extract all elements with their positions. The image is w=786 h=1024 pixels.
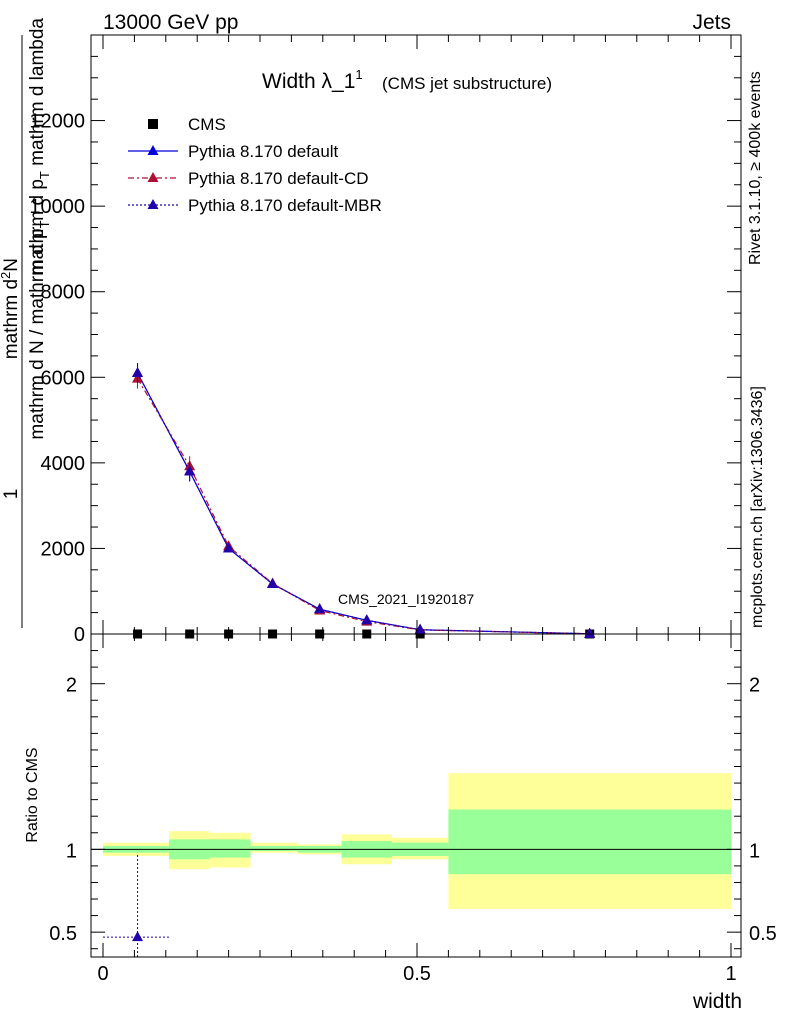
- ratio-y-tick-label-right: 2: [749, 675, 760, 697]
- y-label-prefix-den: mathrm d N / mathrm d pT: [27, 220, 52, 439]
- series-pythia-8-170-default-mbr: [132, 363, 596, 638]
- main-plot-marks: [132, 363, 596, 639]
- analysis-watermark: CMS_2021_I1920187: [338, 591, 474, 607]
- y-label-numerator-rest: N: [1, 258, 22, 272]
- legend: CMS Pythia 8.170 default Pythia 8.170 defa…: [128, 115, 382, 215]
- ratio-green-band: [448, 809, 731, 875]
- legend-label: Pythia 8.170 default-CD: [188, 169, 369, 188]
- ratio-x-tick-label: 0: [97, 963, 108, 985]
- ratio-y-tick-label: 1: [66, 840, 77, 862]
- series-point: [267, 577, 279, 588]
- legend-marker: [148, 119, 158, 129]
- y-label-numerator: mathrm d2N: [0, 258, 22, 359]
- mbr-ratio-point: [132, 931, 144, 942]
- header-left: 13000 GeV pp: [103, 11, 238, 34]
- x-axis-label: width: [692, 990, 742, 1013]
- legend-marker: [147, 172, 159, 182]
- main-y-tick-label: 8000: [41, 282, 86, 304]
- ratio-y-tick-label-right: 1: [749, 840, 760, 862]
- ratio-plot-frame: [90, 633, 742, 958]
- main-y-tick-label: 10000: [29, 196, 85, 218]
- main-y-ticks: 0 2000 4000 6000 8000 10000 12000: [29, 55, 741, 646]
- main-title-main: Width λ_1: [262, 70, 355, 93]
- ratio-y-tick-label-right: 0.5: [749, 923, 777, 945]
- legend-marker: [147, 145, 159, 155]
- legend-item: CMS: [148, 115, 226, 134]
- y-label-prefix-den-sub: T: [37, 220, 52, 228]
- legend-item: Pythia 8.170 default-CD: [128, 169, 369, 188]
- main-y-tick-label: 2000: [41, 538, 86, 560]
- main-y-tick-label: 0: [74, 624, 85, 646]
- ratio-y-tick-label: 0.5: [49, 923, 77, 945]
- series-point: [223, 542, 235, 553]
- ratio-y-ticks: 0.5 0.5 1 1 2 2: [49, 650, 777, 950]
- legend-item: Pythia 8.170 default: [128, 142, 339, 161]
- ratio-marks: [91, 848, 741, 957]
- main-y-tick-label: 12000: [29, 111, 85, 133]
- ratio-x-tick-label: 1: [725, 963, 736, 985]
- legend-marker: [147, 199, 159, 209]
- header-right: Jets: [692, 11, 731, 34]
- ratio-green-band: [250, 846, 298, 851]
- y-label-prefix-den-main: mathrm d N / mathrm d p: [27, 228, 48, 439]
- y-label-numerator-main: mathrm d: [1, 279, 22, 359]
- ratio-x-tick-label: 0.5: [403, 963, 431, 985]
- rivet-label: Rivet 3.1.10, ≥ 400k events: [747, 71, 764, 265]
- ratio-x-ticks: 0 0.5 1: [97, 634, 737, 985]
- legend-label: Pythia 8.170 default-MBR: [188, 196, 382, 215]
- main-y-label: 1 mathrm d N / mathrm d pT mathrm d2N ma…: [0, 18, 52, 628]
- y-label-prefix-num: 1: [1, 489, 22, 500]
- main-x-ticks: [102, 35, 732, 634]
- y-label-denominator-rest: mathrm d lambda: [27, 18, 48, 172]
- ratio-green-band: [209, 839, 251, 858]
- series-line: [137, 372, 590, 635]
- y-label-denominator-main: mathrm d p: [27, 179, 48, 275]
- y-label-denominator: mathrm d pT mathrm d lambda: [27, 18, 52, 276]
- series-point: [361, 614, 373, 625]
- mcplots-label: mcplots.cern.ch [arXiv:1306.3436]: [749, 386, 766, 628]
- y-label-numerator-sup: 2: [0, 272, 13, 279]
- legend-label: CMS: [188, 115, 226, 134]
- ratio-bands: [103, 773, 731, 909]
- legend-item: Pythia 8.170 default-MBR: [128, 196, 382, 215]
- main-subtitle: (CMS jet substructure): [382, 74, 552, 93]
- main-title: Width λ_11: [262, 67, 363, 93]
- main-title-sup: 1: [355, 67, 362, 82]
- series-point: [584, 627, 596, 638]
- ratio-y-label: Ratio to CMS: [24, 747, 41, 842]
- ratio-plot-panel: 0.5 0.51 12 2 0 0.5 1 Ratio to CMS width: [24, 633, 777, 1013]
- y-label-denominator-sub: T: [37, 171, 52, 179]
- ratio-y-tick-label: 2: [66, 675, 77, 697]
- main-y-tick-label: 6000: [41, 367, 86, 389]
- legend-label: Pythia 8.170 default: [188, 142, 339, 161]
- main-y-tick-label: 4000: [41, 453, 86, 475]
- series-point: [314, 603, 326, 614]
